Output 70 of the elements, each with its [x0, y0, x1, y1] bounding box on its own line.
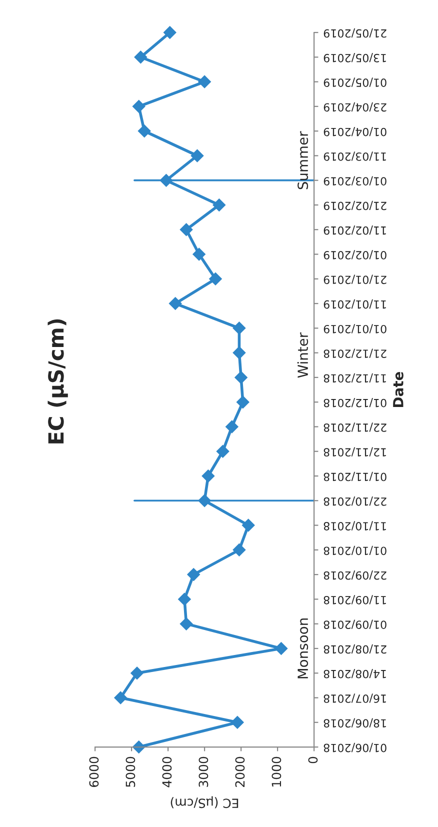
- x-tick-label: 3000: [198, 756, 208, 787]
- y-tick-label: 21/12/2018: [324, 348, 386, 358]
- x-tick-label: 1000: [272, 756, 282, 786]
- annotation: Winter: [297, 332, 308, 378]
- y-tick-label: 21/08/2018: [324, 644, 386, 654]
- y-tick-label: 12/11/2018: [324, 447, 386, 457]
- y-tick-label: 01/02/2019: [324, 250, 386, 260]
- x-axis-title: EC (µS/cm): [170, 796, 238, 808]
- x-tick-label: 6000: [89, 756, 99, 787]
- y-tick-label: 11/02/2019: [324, 226, 386, 235]
- y-tick-label: 01/05/2019: [324, 78, 386, 87]
- y-tick-label: 16/07/2018: [324, 694, 386, 703]
- y-tick-label: 11/12/2018: [324, 373, 386, 383]
- y-tick-label: 01/12/2018: [324, 398, 386, 408]
- point: [242, 518, 255, 532]
- y-tick-label: 21/01/2019: [324, 274, 386, 284]
- point: [130, 666, 144, 680]
- y-tick-label: 01/11/2018: [324, 472, 386, 482]
- point: [202, 470, 215, 482]
- point: [134, 50, 148, 64]
- point: [209, 272, 222, 286]
- point: [168, 297, 182, 310]
- point: [236, 396, 250, 408]
- point: [232, 544, 246, 556]
- point: [274, 642, 288, 655]
- y-tick-label: 11/10/2018: [324, 521, 386, 530]
- annotation: Summer: [298, 131, 308, 190]
- text: EC (µS/cm): [48, 319, 68, 444]
- point: [178, 592, 191, 606]
- point: [187, 568, 200, 581]
- point: [212, 198, 226, 212]
- x-tick-label: 4000: [162, 756, 172, 788]
- y-tick-label: 01/01/2019: [324, 324, 386, 334]
- point: [216, 444, 230, 458]
- point: [138, 124, 151, 138]
- point: [192, 248, 206, 261]
- point: [190, 149, 204, 162]
- point: [163, 26, 176, 39]
- point: [180, 617, 193, 630]
- y-tick-label: 21/02/2019: [324, 200, 386, 210]
- y-tick-label: 01/10/2018: [324, 546, 386, 556]
- point: [232, 322, 246, 335]
- y-tick-label: 22/10/2018: [324, 496, 386, 506]
- y-tick-label: 14/08/2018: [324, 669, 386, 678]
- point: [132, 100, 146, 113]
- y-tick-label: 22/09/2018: [324, 570, 386, 580]
- y-tick-label: 21/05/2019: [324, 28, 386, 38]
- y-tick-label: 18/06/2018: [324, 718, 386, 728]
- point: [198, 75, 211, 88]
- y-axis-title: Date: [393, 372, 404, 407]
- point: [232, 346, 246, 360]
- annotation: Monsoon: [298, 618, 308, 678]
- point: [114, 691, 128, 704]
- y-tick-label: 11/09/2018: [324, 595, 386, 604]
- y-tick-label: 01/03/2019: [324, 176, 386, 186]
- y-tick-label: 01/06/2018: [324, 742, 386, 752]
- y-tick-label: 01/04/2019: [324, 126, 386, 136]
- point: [226, 420, 238, 434]
- point: [230, 716, 244, 729]
- x-tick-label: 5000: [126, 756, 136, 787]
- y-tick-label: 23/04/2019: [324, 102, 386, 112]
- point: [234, 371, 248, 384]
- x-tick-label: 0: [308, 756, 318, 764]
- y-tick-label: 22/11/2018: [324, 422, 386, 432]
- x-tick-label: 2000: [235, 756, 245, 787]
- point: [180, 223, 193, 236]
- y-tick-label: 11/03/2019: [324, 152, 386, 161]
- y-tick-label: 11/01/2019: [324, 299, 386, 309]
- y-tick-label: 01/09/2018: [324, 620, 386, 630]
- y-tick-label: 13/05/2019: [324, 53, 386, 62]
